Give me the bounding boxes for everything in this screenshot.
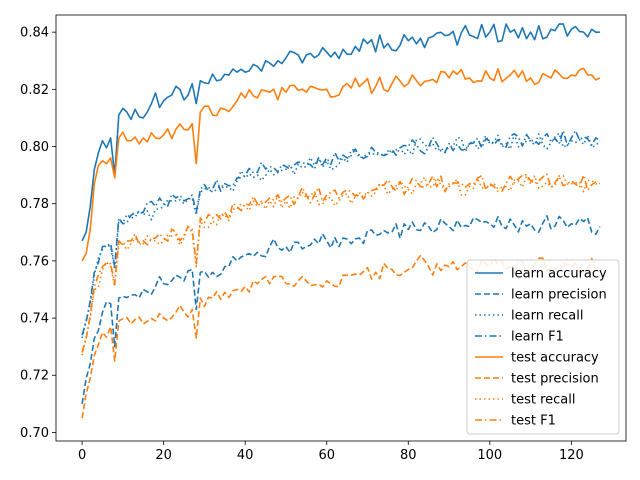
legend-label: test recall bbox=[511, 393, 576, 408]
x-tick-label: 80 bbox=[400, 448, 417, 463]
y-tick-label: 0.80 bbox=[20, 140, 49, 155]
series-line-learn-accuracy bbox=[81, 23, 600, 242]
x-tick-label: 40 bbox=[237, 448, 254, 463]
series-layer bbox=[81, 23, 601, 419]
series-line-learn-precision bbox=[81, 215, 601, 404]
y-tick-label: 0.72 bbox=[20, 369, 49, 384]
y-tick-label: 0.84 bbox=[20, 26, 49, 41]
legend-label: test accuracy bbox=[511, 351, 599, 366]
x-tick-label: 120 bbox=[559, 448, 584, 463]
y-tick-label: 0.70 bbox=[20, 426, 49, 441]
y-tick-label: 0.74 bbox=[20, 312, 49, 327]
legend-label: test F1 bbox=[511, 414, 556, 429]
legend-box bbox=[466, 259, 620, 435]
x-tick-label: 60 bbox=[318, 448, 335, 463]
axes-frame bbox=[55, 14, 627, 442]
series-line-test-accuracy bbox=[81, 67, 601, 262]
x-tick-label: 0 bbox=[78, 448, 86, 463]
y-tick-label: 0.82 bbox=[20, 83, 49, 98]
y-tick-label: 0.76 bbox=[20, 254, 49, 269]
axes-layer: 0 20 40 60 80 100 120 0.70 0.72 0.74 0.76 0.78 0.80 0… bbox=[20, 14, 627, 463]
legend-label: learn accuracy bbox=[511, 267, 607, 282]
legend-label: learn recall bbox=[511, 309, 583, 324]
legend-label: learn precision bbox=[511, 288, 607, 303]
legend-label: test precision bbox=[511, 372, 599, 387]
legend: learn accuracy learn precision learn recal… bbox=[466, 259, 620, 435]
x-tick-label: 100 bbox=[477, 448, 502, 463]
series-line-learn-F1 bbox=[81, 129, 601, 336]
x-tick-label: 20 bbox=[155, 448, 172, 463]
legend-label: learn F1 bbox=[511, 330, 564, 345]
y-tick-label: 0.78 bbox=[20, 197, 49, 212]
